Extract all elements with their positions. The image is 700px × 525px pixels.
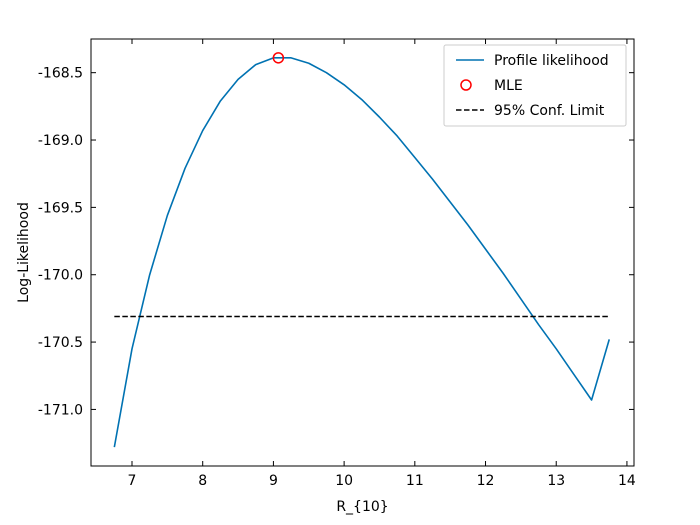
y-tick-label: -171.0 <box>38 402 83 418</box>
y-axis-ticks: -171.0 -170.5 -170.0 -169.5 -169.0 -168.5 <box>38 66 634 418</box>
series-point-mle <box>272 52 285 64</box>
legend-swatch-mle <box>460 79 472 91</box>
x-tick-label: 13 <box>547 473 565 489</box>
x-tick-label: 14 <box>618 473 636 489</box>
y-tick-label: -169.0 <box>38 133 83 149</box>
legend-label: MLE <box>494 78 523 94</box>
series-line-profile-likelihood <box>113 57 611 448</box>
series-layer <box>113 52 611 448</box>
legend-label: Profile likelihood <box>494 53 609 69</box>
legend-box <box>443 44 627 127</box>
x-axis-ticks: 7 8 9 10 11 12 13 14 <box>128 39 636 489</box>
y-tick-label: -169.5 <box>38 200 83 216</box>
y-tick-label: -170.0 <box>38 268 83 284</box>
x-tick-label: 9 <box>269 473 278 489</box>
y-tick-label: -170.5 <box>38 335 83 351</box>
y-axis-label: Log-Likelihood <box>16 202 32 303</box>
x-tick-label: 7 <box>128 473 137 489</box>
x-axis-label: R_{10} <box>336 499 388 515</box>
x-tick-label: 11 <box>406 473 424 489</box>
x-tick-label: 10 <box>335 473 353 489</box>
legend-label: 95% Conf. Limit <box>494 103 605 119</box>
plot-frame <box>90 38 635 467</box>
x-tick-label: 8 <box>198 473 207 489</box>
y-tick-label: -168.5 <box>38 66 83 82</box>
legend: Profile likelihood MLE 95% Conf. Limit <box>443 44 627 127</box>
x-tick-label: 12 <box>477 473 495 489</box>
